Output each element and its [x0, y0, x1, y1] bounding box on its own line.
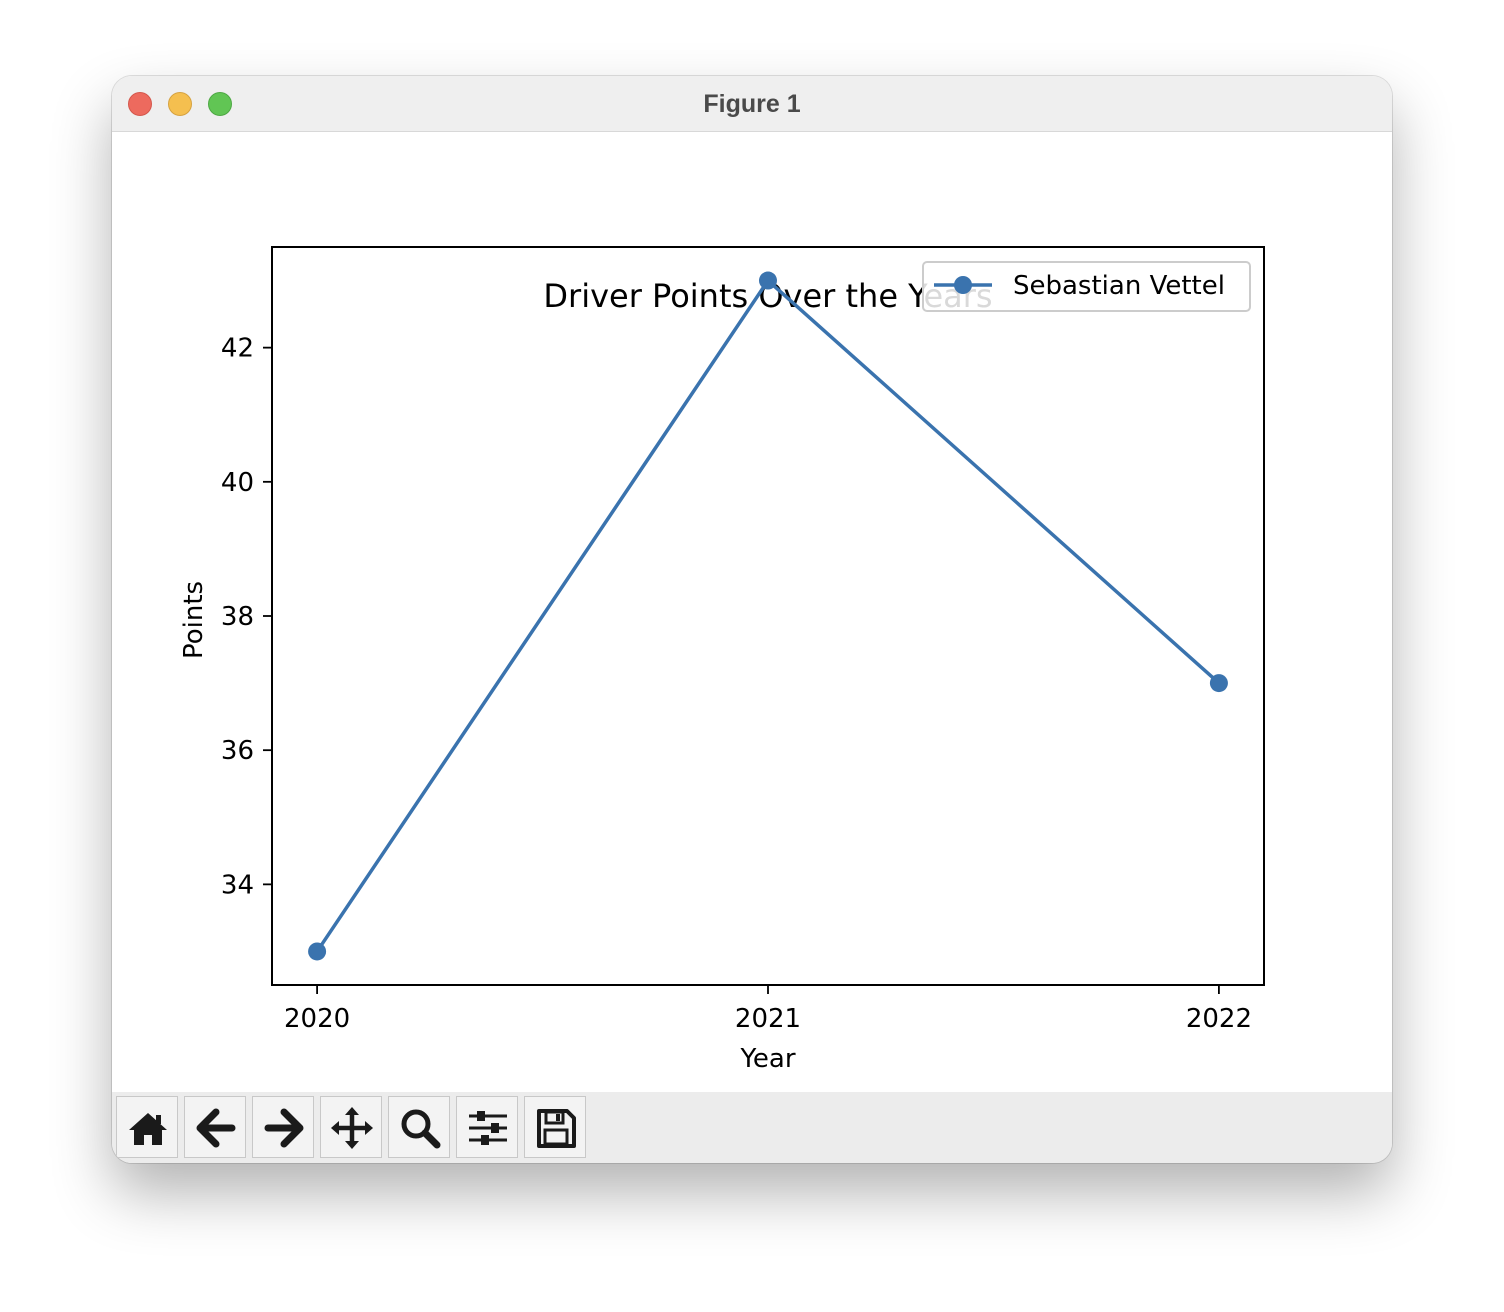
legend-entry-label: Sebastian Vettel — [1013, 271, 1225, 301]
forward-button[interactable] — [252, 1096, 314, 1158]
save-button[interactable] — [524, 1096, 586, 1158]
figure-window: Figure 1 Driver Points Over the Years 34… — [112, 76, 1392, 1163]
y-tick-label: 34 — [221, 870, 254, 900]
y-tick-label: 36 — [221, 736, 254, 766]
title-bar: Figure 1 — [112, 76, 1392, 132]
arrow-left-icon — [196, 1108, 236, 1148]
plot-area-frame — [271, 246, 1265, 986]
floppy-disk-icon — [537, 1109, 576, 1148]
data-point — [308, 942, 327, 961]
configure-subplots-button[interactable] — [456, 1096, 518, 1158]
figure-canvas[interactable]: Driver Points Over the Years 34 36 38 40 42 2… — [112, 132, 1392, 1092]
legend-marker-swatch — [954, 276, 972, 294]
legend-frame — [922, 261, 1251, 312]
home-button[interactable] — [116, 1096, 178, 1158]
minimize-window-button[interactable] — [168, 92, 192, 116]
line-chart: Driver Points Over the Years 34363840422… — [179, 246, 1265, 1074]
y-axis-label: Points — [179, 581, 209, 659]
zoom-window-button[interactable] — [208, 92, 232, 116]
pan-button[interactable] — [320, 1096, 382, 1158]
data-point — [1209, 674, 1228, 693]
y-tick-label: 42 — [221, 334, 254, 364]
move-icon — [331, 1107, 373, 1149]
y-tick-label: 38 — [221, 602, 254, 632]
magnifier-icon — [401, 1109, 441, 1149]
close-window-button[interactable] — [128, 92, 152, 116]
back-button[interactable] — [184, 1096, 246, 1158]
navigation-toolbar — [112, 1092, 1392, 1163]
home-icon — [129, 1113, 167, 1145]
arrow-right-icon — [264, 1108, 304, 1148]
x-tick-label: 2022 — [1186, 1004, 1252, 1034]
legend: Sebastian Vettel — [922, 261, 1251, 312]
x-tick-label: 2021 — [735, 1004, 801, 1034]
y-tick-label: 40 — [221, 468, 254, 498]
data-point — [759, 271, 777, 290]
window-title: Figure 1 — [703, 90, 801, 118]
sliders-icon — [469, 1111, 507, 1145]
zoom-button[interactable] — [388, 1096, 450, 1158]
x-tick-label: 2020 — [284, 1004, 350, 1034]
x-axis-label: Year — [739, 1044, 795, 1074]
series-line — [315, 278, 1221, 953]
